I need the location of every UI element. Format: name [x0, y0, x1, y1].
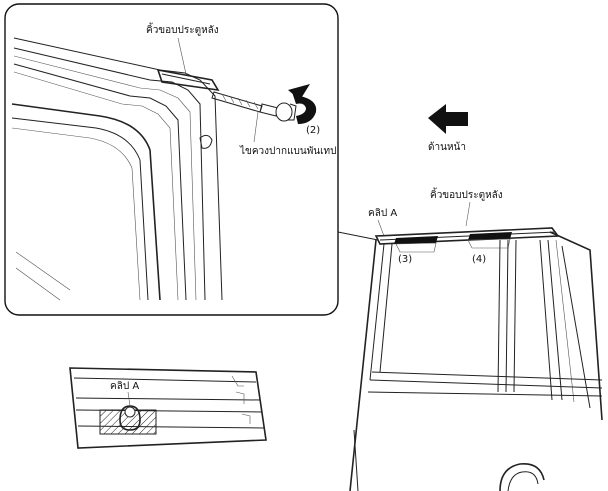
front-arrow-icon	[428, 104, 468, 134]
screwdriver-icon	[211, 91, 297, 122]
inset-molding	[156, 68, 220, 92]
tool-label: ไขควงปากแบนพันเทป	[239, 145, 336, 157]
clip-a-icon	[119, 405, 141, 431]
step-3-label: (3)	[398, 254, 412, 265]
inset-molding-leader	[177, 37, 187, 75]
main-molding-label: คิ้วขอบประตูหลัง	[430, 187, 503, 201]
main-clip-label: คลิป A	[368, 208, 397, 219]
tape-4	[468, 232, 512, 240]
inset-frame-line-2	[13, 47, 206, 301]
door-front-edge	[349, 239, 377, 491]
inset-callout-line	[337, 231, 379, 241]
step-2-label: (2)	[306, 125, 320, 136]
tape-3	[394, 236, 438, 244]
pry-arrow-icon	[292, 92, 317, 124]
inset-molding-label: คิ้วขอบประตูหลัง	[146, 22, 219, 36]
front-direction: ด้านหน้า	[428, 104, 468, 153]
clip-detail: คลิป A	[69, 367, 267, 449]
inset-glass-edge	[11, 103, 161, 301]
front-label: ด้านหน้า	[428, 141, 466, 153]
tool-leader	[253, 111, 259, 143]
step-4-label: (4)	[472, 254, 486, 265]
door-handle	[499, 463, 545, 491]
clip-panel	[69, 367, 267, 449]
detail-clip-label: คลิป A	[110, 381, 139, 392]
inset-detail: คิ้วขอบประตูหลัง ไขควงปากแบนพันเทป (2)	[4, 3, 339, 316]
door-rear-edge	[549, 231, 603, 421]
main-door-view: คิ้วขอบประตูหลัง คลิป A (3) (4)	[349, 187, 603, 491]
main-molding-leader	[465, 201, 471, 227]
